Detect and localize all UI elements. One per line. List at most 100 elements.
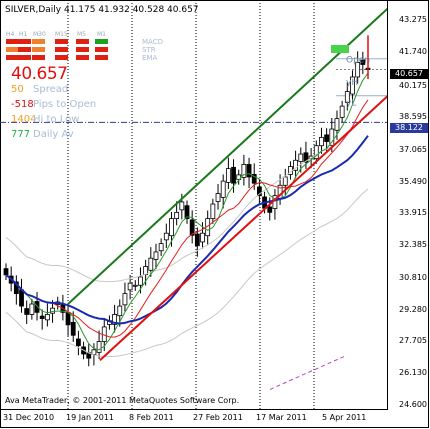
candle-body (148, 257, 154, 271)
candle-body (231, 166, 236, 184)
price-tick: 29.280 (399, 305, 427, 314)
price-tick: 32.385 (399, 240, 427, 249)
candle-body (256, 186, 262, 197)
timeframe-signal-cell (32, 39, 45, 44)
candle-body (329, 128, 335, 146)
candle-body (313, 145, 319, 160)
open-label: Open (346, 56, 370, 66)
candle-body (200, 232, 205, 243)
price-tick: 40.175 (399, 81, 427, 90)
candle-body (13, 281, 19, 295)
date-tick: 8 Feb 2011 (129, 413, 174, 422)
tf-label: M1 (97, 31, 106, 38)
candle-body (3, 268, 9, 276)
timeframe-signal-cell (95, 55, 108, 60)
current-price: 40.657 (11, 64, 68, 84)
timeframe-signal-cell (32, 55, 45, 60)
spread-label: Spread (33, 84, 69, 95)
candle-body (29, 303, 35, 315)
candle-body (70, 321, 76, 336)
candle-body (122, 293, 128, 306)
candle-body (344, 91, 350, 103)
date-tick: 31 Dec 2010 (3, 413, 55, 422)
candle-body (112, 314, 117, 325)
ma-medium (5, 99, 369, 338)
candle-body (65, 311, 71, 326)
price-tick: 26.130 (399, 368, 427, 377)
candle-body (24, 308, 30, 315)
candle-body (19, 289, 24, 307)
timeframe-signal-cell (95, 47, 108, 52)
candle-body (132, 284, 138, 287)
tf-label: M15 (55, 31, 68, 38)
bollinger-upper (5, 113, 369, 283)
current-price-tag: 40.657 (390, 69, 428, 79)
ma-fast (5, 72, 369, 351)
tf-label: M30 (33, 31, 46, 38)
daily-average-value: 777 (11, 129, 31, 140)
candle-body (236, 174, 242, 180)
upper-trendline (67, 7, 387, 305)
candle-body (360, 59, 366, 65)
date-tick: 17 Mar 2011 (256, 413, 307, 422)
bollinger-lower (5, 188, 369, 358)
price-tick: 35.490 (399, 177, 427, 186)
candle-body (158, 243, 164, 252)
hi-to-low-label: Hi to Low (33, 114, 80, 125)
yl-label: yL (346, 99, 356, 109)
candle-body (319, 136, 324, 147)
candle-body (169, 218, 174, 237)
spread-row: 50 Spread (11, 84, 68, 95)
price-tick: 24.600 (399, 400, 427, 409)
candle-body (117, 305, 123, 317)
candle-body (174, 211, 180, 220)
signal-label-ema: EMA (142, 54, 158, 62)
signal-label-macd: MACD (142, 38, 163, 46)
candle-body (215, 193, 221, 202)
candle-body (163, 232, 169, 241)
candle-body (339, 105, 345, 118)
level-price-tag: 38.122 (390, 123, 428, 133)
candle-body (194, 233, 200, 247)
timeframe-signal-cell (18, 47, 31, 52)
candle-body (153, 251, 159, 260)
candle-body (210, 203, 216, 220)
candle-body (350, 76, 355, 95)
timeframe-signal-cell (76, 47, 89, 52)
pips-to-open-label: Pips to Open (33, 99, 97, 110)
candle-body (241, 164, 247, 178)
candle-body (355, 61, 361, 78)
candle-body (267, 206, 273, 213)
timeframe-signal-cell (6, 47, 19, 52)
candle-body (251, 174, 257, 184)
candle-body (303, 152, 309, 163)
candle-body (34, 301, 40, 313)
candle-body (179, 201, 185, 211)
price-chart[interactable]: Open yH yL (0, 0, 388, 410)
daily-average-label: Daily Av (33, 129, 74, 140)
candle-body (91, 349, 97, 355)
tf-label: H1 (19, 31, 28, 38)
candle-body (39, 315, 45, 319)
signal-marker (331, 45, 349, 53)
candle-body (282, 176, 288, 186)
hi-to-low-value: 1404 (11, 114, 37, 125)
candle-body (220, 180, 226, 198)
price-tick: 41.740 (399, 47, 427, 56)
candle-body (225, 168, 231, 183)
candle-body (44, 314, 50, 321)
price-tick: 33.915 (399, 208, 427, 217)
tf-label: H4 (6, 31, 15, 38)
timeframe-signal-cell (76, 55, 89, 60)
timeframe-signal-cell (55, 47, 68, 52)
signal-label-str: STR (142, 46, 156, 54)
spread-value: 50 (11, 84, 24, 95)
copyright-text: Ava MetaTrader, © 2001-2011 MetaQuotes S… (5, 396, 240, 405)
timeframe-signal-cell (55, 55, 68, 60)
timeframe-signal-cell (18, 39, 31, 44)
price-tick: 37.065 (399, 145, 427, 154)
tf-label: M5 (77, 31, 86, 38)
timeframe-signal-cell (6, 55, 19, 60)
